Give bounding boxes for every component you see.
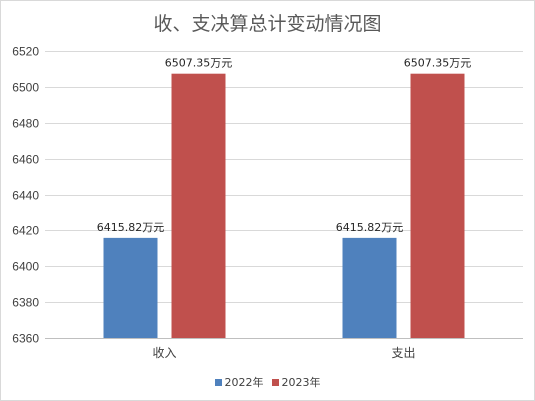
x-tick-label: 收入 xyxy=(152,346,176,360)
y-tick-label: 6380 xyxy=(12,296,39,310)
bar-收入-2023年 xyxy=(171,73,226,338)
legend-item-2023: 2023年 xyxy=(271,374,321,390)
y-tick-label: 6480 xyxy=(12,117,39,131)
bar-支出-2023年 xyxy=(410,73,465,338)
y-tick-label: 6460 xyxy=(12,153,39,167)
y-tick-label: 6500 xyxy=(12,81,39,95)
x-tick-label: 支出 xyxy=(391,346,415,360)
y-tick-label: 6520 xyxy=(12,45,39,59)
chart-title: 收、支决算总计变动情况图 xyxy=(153,13,382,35)
data-label: 6415.82万元 xyxy=(97,221,165,234)
bar-支出-2022年 xyxy=(342,237,397,338)
data-label: 6507.35万元 xyxy=(404,57,472,70)
legend-label-2022: 2022年 xyxy=(224,376,264,389)
y-tick-label: 6440 xyxy=(12,189,39,203)
legend: 2022年 2023年 xyxy=(1,374,534,390)
bar-收入-2022年 xyxy=(103,237,158,338)
y-tick-label: 6420 xyxy=(12,224,39,238)
legend-label-2023: 2023年 xyxy=(281,376,321,389)
y-tick-label: 6360 xyxy=(12,332,39,346)
data-label: 6415.82万元 xyxy=(336,221,404,234)
legend-item-2022: 2022年 xyxy=(214,374,264,390)
legend-swatch-2023 xyxy=(271,378,279,386)
y-tick-label: 6400 xyxy=(12,260,39,274)
data-label: 6507.35万元 xyxy=(165,57,233,70)
legend-swatch-2022 xyxy=(214,378,222,386)
